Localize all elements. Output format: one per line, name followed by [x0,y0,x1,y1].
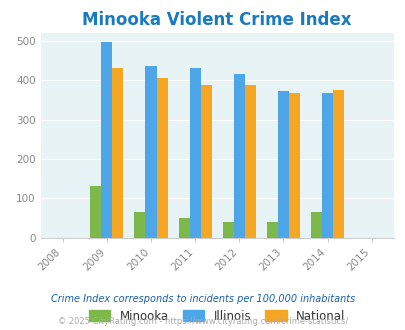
Text: Crime Index corresponds to incidents per 100,000 inhabitants: Crime Index corresponds to incidents per… [51,294,354,304]
Bar [244,85,255,238]
Bar [189,68,200,238]
Bar [310,212,321,238]
Bar [90,186,101,238]
Bar [101,42,112,238]
Bar [277,91,288,238]
Bar [200,85,211,238]
Legend: Minooka, Illinois, National: Minooka, Illinois, National [84,305,350,327]
Bar [156,78,167,238]
Text: © 2025 CityRating.com - https://www.cityrating.com/crime-statistics/: © 2025 CityRating.com - https://www.city… [58,317,347,326]
Bar [134,212,145,238]
Title: Minooka Violent Crime Index: Minooka Violent Crime Index [82,11,351,29]
Bar [288,93,299,238]
Bar [233,74,244,238]
Bar [321,93,332,238]
Bar [145,66,156,238]
Bar [222,222,233,238]
Bar [266,222,277,238]
Bar [332,90,343,238]
Bar [112,68,123,238]
Bar [178,218,189,238]
